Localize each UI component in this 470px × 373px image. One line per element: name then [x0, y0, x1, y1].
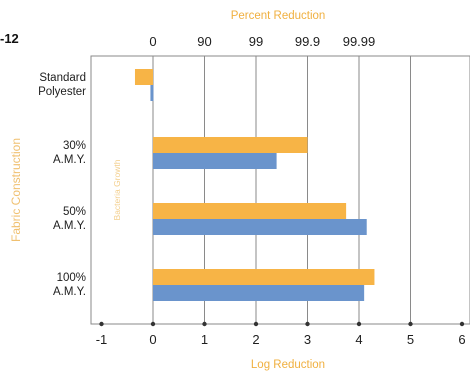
- bottom-tick-label: 0: [149, 332, 156, 347]
- bottom-tick-mark: [408, 321, 413, 327]
- category-label: 100%: [57, 272, 86, 284]
- bars: [134, 69, 375, 301]
- bar: [153, 153, 277, 169]
- bottom-tick-mark: [150, 321, 156, 327]
- top-tick-label: 0: [149, 34, 156, 49]
- bottom-tick-label: 6: [458, 332, 465, 347]
- bar: [153, 137, 308, 153]
- category-label: A.M.Y.: [53, 286, 86, 298]
- top-axis-ticks: 0 90 99 99.9 99.99: [149, 34, 375, 49]
- category-label: 50%: [63, 206, 86, 218]
- bottom-tick-mark: [459, 321, 465, 327]
- bar: [153, 203, 347, 219]
- top-axis-title: Percent Reduction: [231, 10, 326, 22]
- bottom-tick-label: 5: [407, 332, 414, 347]
- bottom-tick-mark: [99, 321, 104, 327]
- category-labels: Standard Polyester 30% A.M.Y. 50% A.M.Y. 100% A…: [38, 72, 86, 298]
- category-label: A.M.Y.: [53, 220, 86, 232]
- bar: [134, 69, 153, 85]
- bottom-tick-mark: [202, 321, 207, 327]
- bar: [150, 85, 154, 101]
- bar: [153, 219, 367, 235]
- bar: [153, 285, 365, 301]
- y-axis-title: Fabric Construction: [9, 138, 23, 242]
- bottom-tick-mark: [305, 321, 310, 327]
- bottom-tick-mark: [253, 321, 259, 327]
- category-label: 30%: [63, 140, 86, 152]
- bottom-tick-label: 1: [201, 332, 208, 347]
- bottom-axis-title: Log Reduction: [251, 359, 325, 371]
- bottom-tick-label: 4: [355, 332, 362, 347]
- bottom-tick-mark: [356, 321, 362, 327]
- bar: [153, 269, 375, 285]
- bottom-tick-label: 2: [252, 332, 259, 347]
- category-label: Standard: [39, 72, 86, 84]
- category-label: A.M.Y.: [53, 154, 86, 166]
- plot-frame: [90, 55, 470, 325]
- top-tick-label: 99.9: [295, 34, 320, 49]
- figure-label: -12: [0, 31, 19, 46]
- top-tick-label: 99.99: [343, 34, 376, 49]
- bottom-tick-label: -1: [96, 332, 108, 347]
- top-tick-label: 90: [197, 34, 211, 49]
- category-label: Polyester: [38, 86, 86, 98]
- y-axis-subtitle: Bacteria Growth: [112, 159, 122, 220]
- bottom-axis-ticks: -1 0 1 2 3 4 5 6: [96, 321, 466, 347]
- bottom-tick-label: 3: [304, 332, 311, 347]
- top-tick-label: 99: [249, 34, 263, 49]
